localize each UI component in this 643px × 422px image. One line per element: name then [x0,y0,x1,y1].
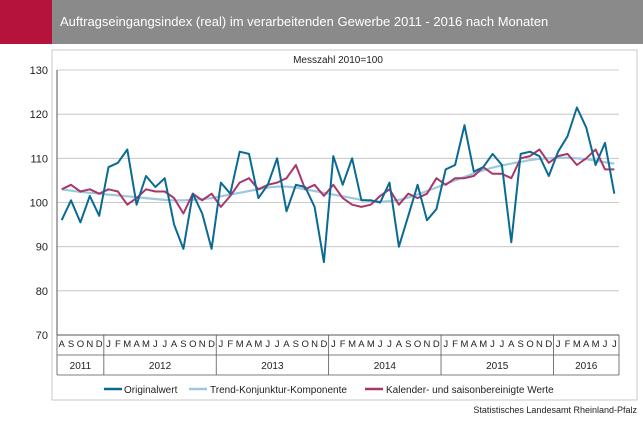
x-tick-label: F [565,339,571,350]
x-tick-label: J [153,339,158,350]
x-tick-label: J [265,339,270,350]
x-tick-label: F [340,339,346,350]
x-tick-label: J [556,339,561,350]
x-tick-label: M [142,339,150,350]
chart-title: Auftragseingangsindex (real) im verarbei… [60,14,549,29]
x-tick-label: A [246,339,253,350]
y-tick-label: 100 [30,198,48,210]
x-tick-label: N [199,339,206,350]
legend-label: Originalwert [124,385,178,396]
x-tick-label: M [236,339,244,350]
x-tick-label: S [405,339,411,350]
x-tick-label: M [367,339,375,350]
x-tick-label: A [508,339,515,350]
x-tick-label: A [583,339,590,350]
source-note: Statistisches Landesamt Rheinland-Pfalz [473,405,637,415]
x-tick-label: A [59,339,66,350]
x-tick-label: N [86,339,93,350]
x-tick-label: J [603,339,608,350]
year-label: 2012 [149,361,172,372]
x-tick-label: D [433,339,440,350]
year-label: 2011 [70,361,92,372]
x-tick-label: J [490,339,495,350]
x-tick-label: M [479,339,487,350]
x-tick-label: F [115,339,121,350]
x-tick-label: N [424,339,431,350]
x-tick-label: M [123,339,131,350]
series-line-trend [61,156,615,203]
x-tick-label: M [254,339,262,350]
x-tick-label: S [517,339,523,350]
legend-label: Kalender- und saisonbereinigte Werte [386,385,554,396]
year-label: 2016 [575,361,598,372]
y-tick-label: 90 [36,242,48,254]
y-tick-label: 110 [30,153,48,165]
x-tick-label: O [302,339,309,350]
x-tick-label: O [77,339,84,350]
x-tick-label: M [592,339,600,350]
x-tick-label: J [378,339,383,350]
y-tick-label: 70 [36,330,48,342]
x-tick-label: A [171,339,178,350]
year-label: 2013 [261,361,284,372]
x-tick-label: M [573,339,581,350]
x-tick-label: J [275,339,280,350]
x-tick-label: A [396,339,403,350]
x-tick-label: J [331,339,336,350]
y-tick-label: 80 [36,286,48,298]
x-tick-label: A [471,339,478,350]
x-tick-label: S [293,339,299,350]
x-tick-label: O [414,339,421,350]
legend-label: Trend-Konjunktur-Komponente [210,385,347,396]
x-tick-label: J [612,339,617,350]
chart-frame [51,49,638,401]
series-line-originalwert [60,106,616,264]
x-tick-label: J [162,339,167,350]
header-bar: Auftragseingangsindex (real) im verarbei… [0,0,643,44]
x-tick-label: J [443,339,448,350]
x-tick-label: O [526,339,533,350]
series-line-saisonbereinigt [61,148,615,215]
x-tick-label: J [219,339,224,350]
x-tick-label: S [68,339,74,350]
x-tick-label: D [96,339,103,350]
x-tick-label: J [106,339,111,350]
x-tick-label: N [536,339,543,350]
chart-subtitle: Messzahl 2010=100 [293,55,383,66]
x-tick-label: J [500,339,505,350]
x-tick-label: F [227,339,233,350]
x-tick-label: N [311,339,318,350]
x-tick-label: F [452,339,458,350]
year-label: 2014 [374,361,397,372]
header-accent-block [0,0,52,44]
y-tick-label: 130 [30,65,48,77]
x-tick-label: D [208,339,215,350]
x-tick-label: D [545,339,552,350]
x-tick-label: M [460,339,468,350]
y-tick-label: 120 [30,109,48,121]
x-tick-label: A [358,339,365,350]
x-tick-label: A [283,339,290,350]
x-tick-label: M [348,339,356,350]
year-label: 2015 [486,361,509,372]
x-tick-label: O [189,339,196,350]
x-tick-label: S [180,339,186,350]
x-tick-label: A [133,339,140,350]
x-tick-label: D [321,339,328,350]
x-tick-label: J [387,339,392,350]
